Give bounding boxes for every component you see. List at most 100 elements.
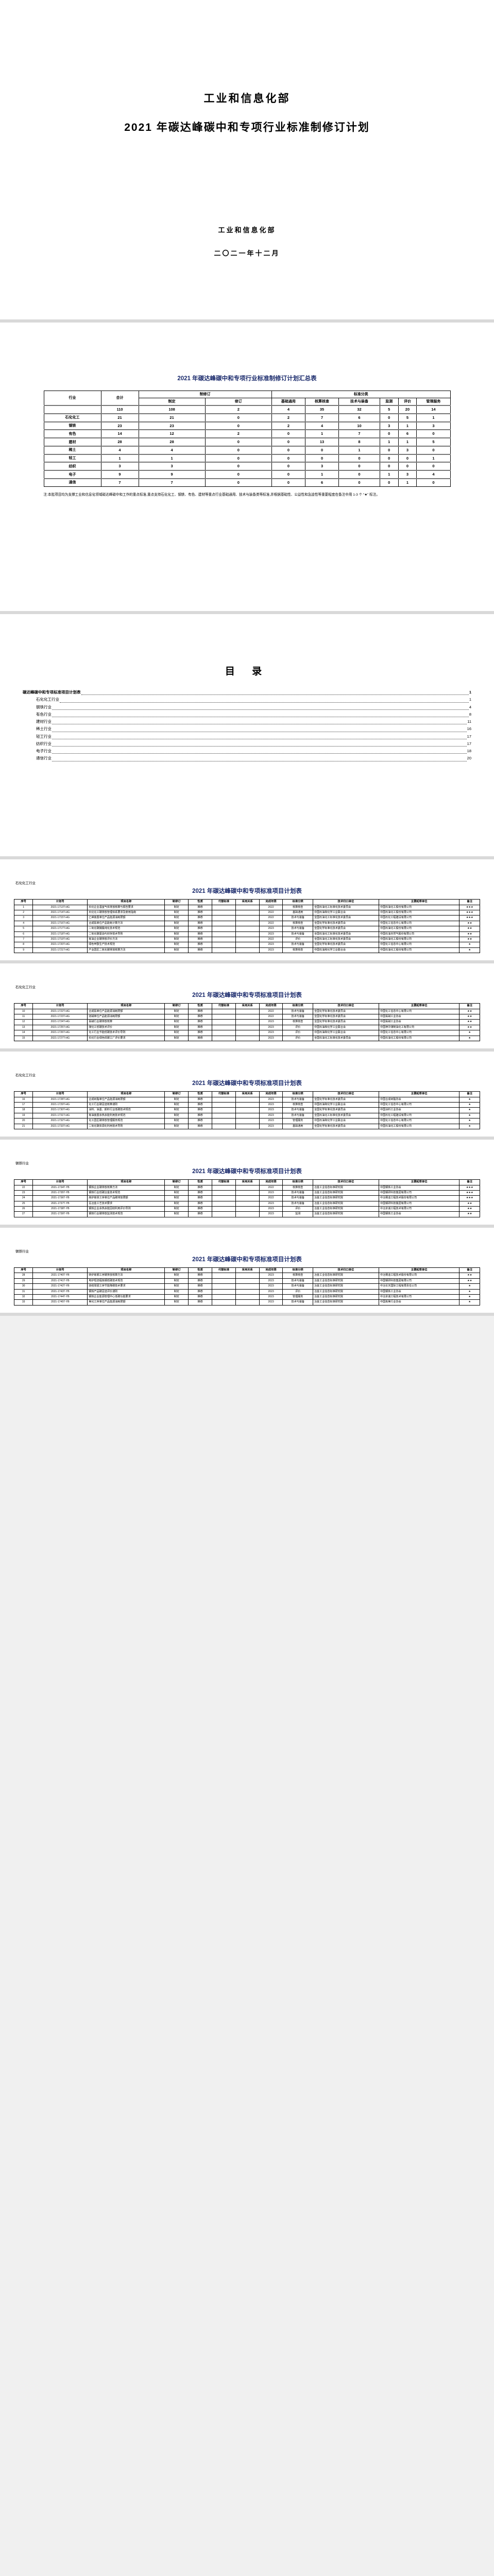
row-code: 2021-1728T-HG (32, 1096, 88, 1103)
row-code: 2021-1714T-HG (32, 910, 88, 916)
toc-item[interactable]: 轻工行业 17 (23, 733, 471, 740)
toc-item[interactable]: 有色行业 8 (23, 711, 471, 718)
row-class: 监测 (282, 1211, 313, 1217)
row-org: 冶金工业信息标准研究院 (312, 1289, 379, 1295)
table-row: 6 2021-1718T-HG 二氧化碳驱油与封存技术导则 制定 推荐 2023 技术与装备… (13, 931, 480, 937)
row-nature: 推荐 (188, 926, 212, 932)
table-row: 3 2021-1715T-HG 乙烯装置单位产品能源消耗限额 制定 推荐 2022 技术与装… (13, 915, 480, 921)
row-name: 化工行业节能低碳技术评价导则 (87, 1030, 165, 1036)
row-replace (212, 1184, 236, 1191)
row-year: 2022 (259, 1014, 283, 1020)
row-class: 技术与装备 (282, 1008, 313, 1015)
row-draft: 中国石化工程建设有限公司 (378, 1112, 460, 1119)
project-header-10: 主要起草单位 (378, 899, 460, 905)
row-adopt (235, 936, 260, 943)
row-code: 2021-1742T-YB (32, 1283, 88, 1290)
row-adopt (235, 1278, 260, 1284)
summary-cell: 0 (205, 421, 272, 430)
toc-leader-dots (52, 742, 467, 747)
project-page: 钢铁行业 2021 年碳达峰碳中和专项标准项目计划表 序号 计划号 项目名称 制修订 性质代… (0, 1227, 494, 1313)
row-note: ★★ (459, 1008, 480, 1015)
page-separator (0, 1048, 494, 1052)
row-no: 25 (13, 1200, 33, 1207)
summary-cell: 5 (379, 405, 399, 414)
toc-item[interactable]: 纺织行业 17 (23, 740, 471, 748)
table-row: 12 2021-1724T-HG 氯碱行业碳排放核算 制定 推荐 2023 核算核查 全国化学… (13, 1019, 480, 1025)
toc-item-page: 20 (467, 756, 471, 761)
row-draft: 中国合成树脂协会 (378, 1096, 460, 1103)
row-nature: 推荐 (188, 1195, 212, 1201)
row-code: 2021-1735T-YB (32, 1190, 88, 1196)
project-table: 序号 计划号 项目名称 制修订 性质 代替标准 采用关系 完成年限 标准分类 技术归口单位 主要起草… (13, 899, 480, 954)
row-org: 冶金工业信息标准研究院 (312, 1294, 379, 1300)
row-code: 2021-1738T-YB (32, 1206, 88, 1212)
toc-item-label: 纺织行业 (36, 741, 52, 746)
page-separator (0, 960, 494, 964)
row-org: 中国石油和化学工业联合会 (312, 947, 379, 954)
row-code: 2021-1733T-HG (32, 1123, 88, 1129)
row-code: 2021-1737T-YB (32, 1200, 88, 1207)
toc-item[interactable]: 电子行业 18 (23, 748, 471, 755)
summary-cell: 2 (271, 413, 305, 422)
toc-item[interactable]: 建材行业 11 (23, 718, 471, 725)
table-row: 25 2021-1737T-YB 氢冶金工艺技术要求 制定 推荐 2023 技术与装备 冶金工… (13, 1200, 480, 1207)
summary-cell: 0 (205, 453, 272, 463)
row-year: 2022 (259, 915, 283, 921)
project-header-10: 主要起草单位 (378, 1179, 460, 1185)
project-header-3: 制修订 (164, 1003, 189, 1009)
row-replace (212, 1299, 236, 1306)
row-year: 2023 (259, 931, 283, 937)
summary-cell: 0 (416, 478, 451, 487)
row-note: ★ (459, 1101, 480, 1108)
row-year: 2023 (259, 1299, 283, 1306)
summary-subheader-2: 基础通用 (271, 398, 305, 406)
summary-cell: 13 (304, 437, 339, 447)
project-header-4: 性质 (188, 1091, 212, 1097)
row-year: 2022 (259, 904, 283, 911)
row-class: 技术与装备 (282, 1112, 313, 1119)
row-org: 全国化学标准化技术委员会 (312, 942, 379, 948)
row-nature: 推荐 (188, 1190, 212, 1196)
summary-row-industry (43, 405, 101, 414)
summary-cell: 1 (138, 453, 206, 463)
row-adopt (235, 1206, 260, 1212)
project-header-4: 性质 (188, 1267, 212, 1274)
row-replace (212, 1294, 236, 1300)
row-no: 24 (13, 1195, 33, 1201)
toc-item[interactable]: 碳达峰碳中和专项标准项目计划表 1 (23, 689, 471, 696)
table-row: 27 2021-1739T-YB 钢铁行业碳排放监测技术规范 制定 推荐 2023 监测 冶金… (13, 1211, 480, 1217)
table-row: 17 2021-1729T-HG 化工行业碳足迹核算通则 制定 推荐 2023 核算核查 中国… (13, 1101, 480, 1108)
toc-item[interactable]: 石化化工行业 1 (23, 696, 471, 703)
row-nature: 推荐 (188, 910, 212, 916)
row-note: ★ (459, 1294, 480, 1300)
row-code: 2021-1721T-HG (32, 947, 88, 954)
summary-title: 2021 年碳达峰碳中和专项行业标准制修订计划汇总表 (177, 376, 317, 382)
row-draft: 中国石油化工股份有限公司 (378, 947, 460, 954)
row-code: 2021-1724T-HG (32, 1019, 88, 1025)
summary-cell: 4 (138, 445, 206, 455)
row-type: 制定 (164, 1273, 189, 1279)
row-draft: 中冶长天国际工程有限责任公司 (378, 1283, 460, 1290)
toc-item[interactable]: 钢铁行业 4 (23, 704, 471, 711)
row-name: 石化化工碳排放管理体系要求及使用指南 (87, 910, 165, 916)
row-name: 乙烯装置单位产品能源消耗限额 (87, 915, 165, 921)
row-draft: 中国钢铁工业协会 (378, 1289, 460, 1295)
row-type: 制定 (164, 1190, 189, 1196)
row-note: ★★ (459, 1019, 480, 1025)
project-table-title: 2021 年碳达峰碳中和专项标准项目计划表 (192, 1256, 302, 1263)
row-name: 氯碱行业碳排放核算 (87, 1019, 165, 1025)
row-year: 2023 (259, 1273, 283, 1279)
row-code: 2021-1713T-HG (32, 904, 88, 911)
row-nature: 推荐 (188, 1211, 212, 1217)
project-header-8: 标准分类 (282, 1179, 313, 1185)
row-type: 制定 (164, 904, 189, 911)
toc-item[interactable]: 通信行业 20 (23, 755, 471, 762)
row-note: ★★★ (459, 904, 480, 911)
project-header-8: 标准分类 (282, 1003, 313, 1009)
row-code: 2021-1727T-HG (32, 1035, 88, 1041)
project-header-11: 备注 (459, 899, 480, 905)
row-note: ★★ (459, 1014, 480, 1020)
toc-item[interactable]: 稀土行业 16 (23, 725, 471, 733)
row-no: 4 (13, 920, 33, 927)
row-name: 钢铁行业低碳冶金技术规范 (87, 1190, 165, 1196)
